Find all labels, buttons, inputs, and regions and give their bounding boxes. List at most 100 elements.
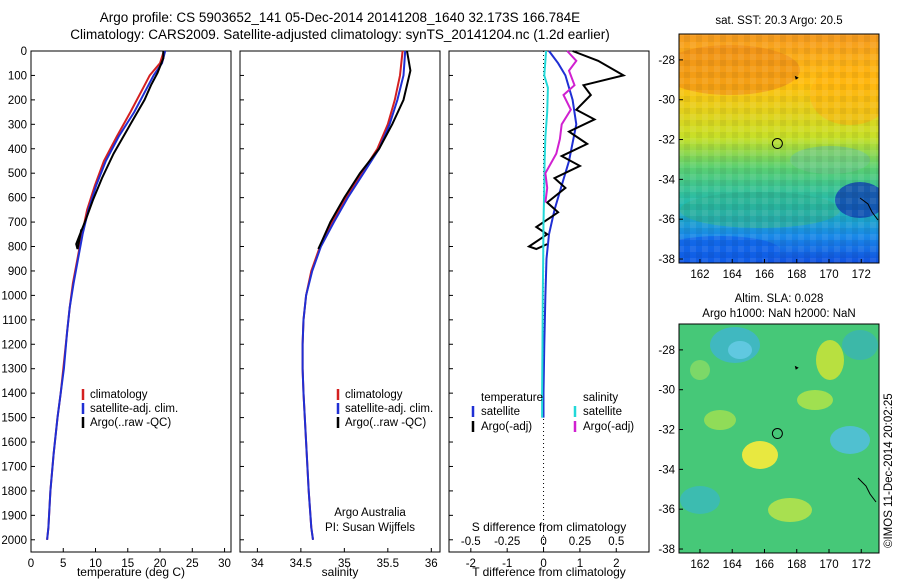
sla-low-patch	[680, 486, 720, 514]
map-y-tick-label: -32	[658, 135, 675, 147]
sst-map-title: sat. SST: 20.3 Argo: 20.5	[715, 15, 842, 27]
sla-coastline	[857, 477, 877, 503]
series-line-argo--adj-	[526, 50, 627, 251]
salinity-panel: 34 34.5 35 35.5 36 salinity climatology satelli…	[239, 50, 441, 579]
y-tick-label: 1700	[1, 461, 27, 473]
map-y-tick-label: -34	[658, 464, 675, 476]
map-x-tick-label: 168	[787, 559, 806, 571]
legend-label: Argo(-adj)	[481, 421, 532, 433]
y-tick-label: 1900	[1, 510, 27, 522]
y-tick-label: 500	[8, 168, 27, 180]
map-frame	[678, 323, 880, 554]
map-x-tick-label: 162	[690, 559, 709, 571]
y-tick-label: 600	[8, 193, 27, 205]
plot-frame	[448, 50, 650, 553]
sla-low-patch	[842, 330, 878, 360]
x-tick-label: 15	[121, 558, 134, 570]
y-tick-label: 2000	[1, 535, 27, 547]
x-top-tick-label: 0.5	[608, 536, 624, 548]
x-tick-label: -2	[466, 558, 476, 570]
map-x-tick-label: 170	[819, 269, 838, 281]
y-tick-label: 1800	[1, 486, 27, 498]
map-x-tick-label: 166	[755, 269, 774, 281]
y-tick-label: 400	[8, 144, 27, 156]
y-tick-label: 1400	[1, 388, 27, 400]
legend-label: Argo(..raw -QC)	[90, 417, 171, 429]
map-x-tick-label: 170	[819, 559, 838, 571]
map-x-tick-label: 172	[852, 269, 871, 281]
map-x-tick-label: 162	[690, 269, 709, 281]
x-tick-label: 2	[613, 558, 619, 570]
legend-label: satellite	[583, 406, 622, 418]
sla-map-title-1: Altim. SLA: 0.028	[735, 293, 824, 305]
x-axis-label: temperature (deg C)	[77, 565, 185, 579]
annotation-line-1: Argo Australia	[334, 507, 406, 519]
map-x-tick-label: 164	[723, 559, 743, 571]
y-tick-label: 1100	[2, 315, 27, 327]
sla-low-patch	[728, 341, 752, 359]
argo-float-marker	[771, 428, 783, 440]
y-tick-label: 1500	[1, 413, 27, 425]
sla-high-patch	[690, 360, 710, 380]
y-tick-label: 1000	[1, 290, 27, 302]
sst-coastline	[859, 197, 879, 221]
argo-float-marker	[771, 138, 783, 150]
y-tick-label: 1300	[1, 364, 27, 376]
sla-map-title-2: Argo h1000: NaN h2000: NaN	[702, 308, 855, 320]
x-tick-label: 20	[154, 558, 167, 570]
chart-title-line-1: Argo profile: CS 5903652_141 05-Dec-2014…	[99, 10, 581, 25]
annotation-line-2: PI: Susan Wijffels	[325, 522, 415, 534]
x-tick-label: 34.5	[290, 558, 312, 570]
y-tick-label: 100	[8, 70, 27, 82]
map-y-tick-label: -36	[658, 214, 675, 226]
legend-label: satellite	[481, 406, 520, 418]
series-line-satellite	[541, 50, 549, 418]
x-top-tick-label: 0.25	[569, 536, 591, 548]
x-tick-label: 5	[60, 558, 66, 570]
sst-map: sat. SST: 20.3 Argo: 20.5 162 164 166 168 17…	[658, 15, 880, 281]
legend-label: satellite-adj. clim.	[345, 403, 433, 415]
legend-label: Argo(..raw -QC)	[345, 417, 426, 429]
temperature-panel: 0 5 10 15 20 25 30 temperature (deg C) 0 100 200 30…	[1, 46, 232, 579]
y-tick-label: 700	[8, 217, 27, 229]
map-y-tick-label: -30	[658, 95, 675, 107]
legend-label: Argo(-adj)	[583, 421, 634, 433]
difference-panel: -2 -1 0 1 2T difference from climatology -0.5…	[448, 50, 650, 579]
y-tick-label: 0	[21, 46, 27, 58]
sla-high-patch	[797, 390, 833, 410]
y-tick-label: 1200	[1, 339, 27, 351]
series-line-argo---raw--qc-	[75, 51, 165, 250]
x-top-tick-label: -0.5	[461, 536, 481, 548]
x-top-axis-label: S difference from climatology	[472, 520, 627, 534]
x-tick-label: 35	[338, 558, 351, 570]
legend-label: satellite-adj. clim.	[90, 403, 178, 415]
series-line-climatology	[301, 50, 404, 540]
map-frame	[678, 33, 880, 264]
sla-map: Altim. SLA: 0.028 Argo h1000: NaN h2000:…	[658, 293, 880, 571]
x-tick-label: -1	[502, 558, 512, 570]
chart-title-line-2: Climatology: CARS2009. Satellite-adjuste…	[70, 27, 610, 42]
x-tick-label: 10	[89, 558, 102, 570]
x-tick-label: 35.5	[377, 558, 399, 570]
y-tick-label: 900	[8, 266, 27, 278]
map-y-tick-label: -32	[658, 425, 675, 437]
sla-low-patch	[830, 426, 870, 454]
sla-high-patch	[704, 410, 736, 430]
legend-title: temperature	[481, 392, 543, 404]
map-x-tick-label: 168	[787, 269, 806, 281]
sla-high-patch	[816, 340, 844, 380]
sla-high-patch	[742, 441, 778, 469]
map-y-tick-label: -36	[658, 504, 675, 516]
y-tick-label: 800	[8, 242, 27, 254]
map-y-tick-label: -30	[658, 385, 675, 397]
legend-label: climatology	[90, 389, 148, 401]
x-top-tick-label: -0.25	[494, 536, 520, 548]
x-axis-label: salinity	[322, 565, 359, 579]
map-y-tick-label: -38	[658, 254, 675, 266]
series-line-satellite-adj--clim-	[301, 50, 407, 540]
x-top-tick-label: 0	[540, 536, 546, 548]
x-tick-label: 30	[218, 558, 231, 570]
x-tick-label: 1	[577, 558, 583, 570]
map-y-tick-label: -34	[658, 174, 675, 186]
